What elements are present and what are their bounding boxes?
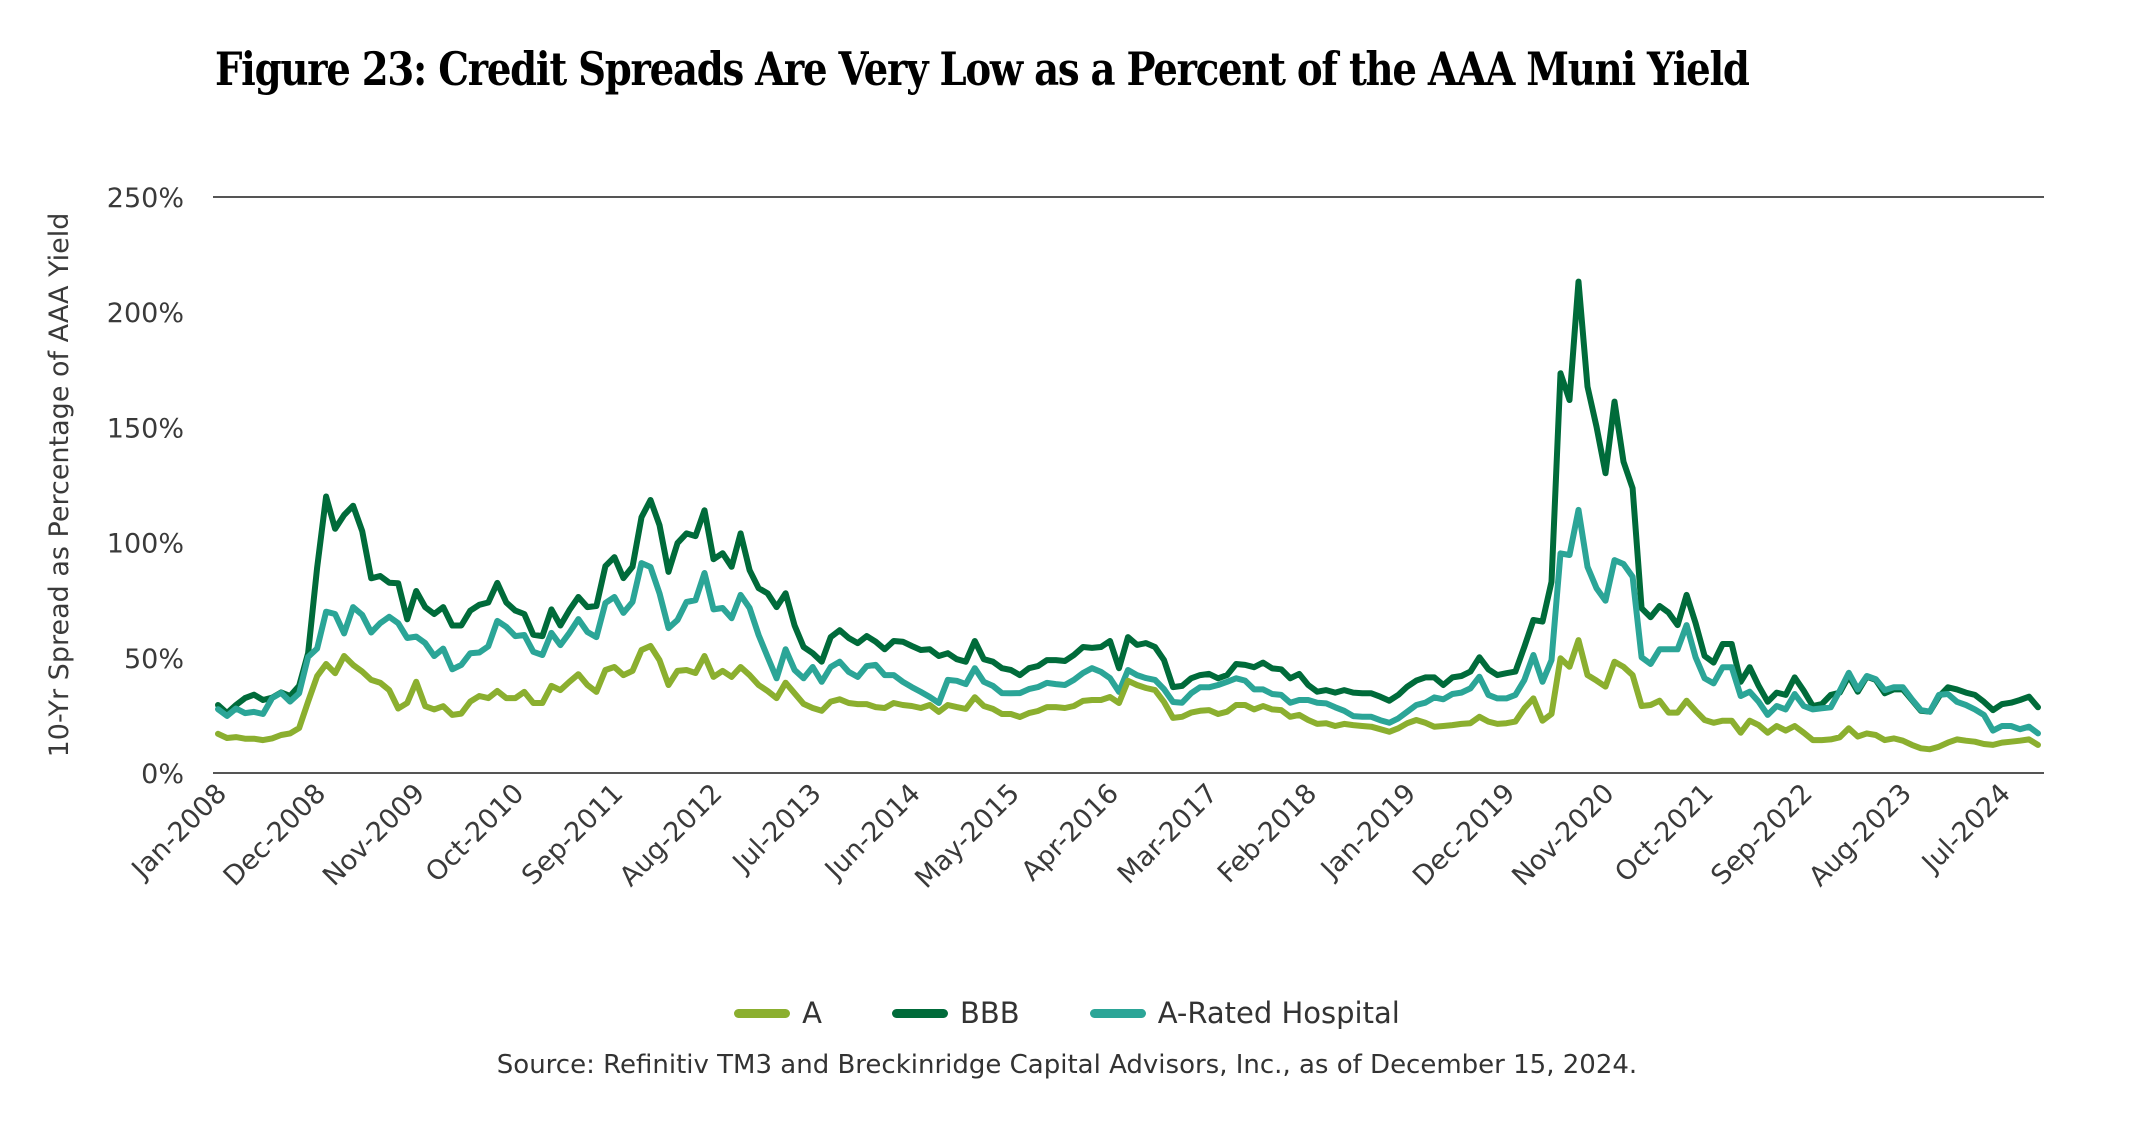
x-tick-label: Aug-2023 bbox=[1803, 778, 1918, 893]
x-tick-label: Jan-2019 bbox=[1314, 778, 1422, 886]
legend-label-hospital: A-Rated Hospital bbox=[1157, 996, 1400, 1030]
x-tick-label: Oct-2010 bbox=[420, 778, 530, 888]
y-tick-label: 50% bbox=[124, 644, 184, 675]
legend-label-bbb: BBB bbox=[960, 996, 1020, 1030]
legend-label-a: A bbox=[802, 996, 823, 1030]
x-tick-label: Jul-2013 bbox=[726, 778, 828, 880]
x-tick-label: Dec-2019 bbox=[1407, 778, 1521, 892]
x-tick-label: Oct-2021 bbox=[1609, 778, 1719, 888]
chart-title: Figure 23: Credit Spreads Are Very Low a… bbox=[215, 42, 1750, 96]
x-tick-label: May-2015 bbox=[909, 778, 1026, 895]
gridlines bbox=[213, 196, 2044, 774]
x-tick-label: Jan-2008 bbox=[125, 778, 233, 886]
series-line-a-rated-hospital bbox=[215, 506, 2041, 737]
y-tick-label: 200% bbox=[107, 298, 184, 329]
series-line-a bbox=[215, 637, 2041, 753]
x-tick-label: Aug-2012 bbox=[614, 778, 729, 893]
x-tick-label: Jul-2024 bbox=[1915, 778, 2017, 880]
series-lines bbox=[215, 278, 2041, 753]
y-tick-label: 250% bbox=[107, 183, 184, 214]
y-axis-ticks: 0% 50% 100% 150% 200% 250% bbox=[107, 183, 184, 790]
legend-item-hospital: A-Rated Hospital bbox=[1089, 996, 1400, 1030]
y-axis-title: 10-Yr Spread as Percentage of AAA Yield bbox=[44, 213, 75, 758]
legend-item-bbb: BBB bbox=[892, 996, 1020, 1030]
legend-item-a: A bbox=[734, 996, 822, 1030]
x-tick-label: Sep-2011 bbox=[516, 778, 629, 891]
legend: A BBB A-Rated Hospital bbox=[0, 996, 2134, 1030]
x-tick-label: Apr-2016 bbox=[1016, 778, 1125, 887]
x-tick-label: Mar-2017 bbox=[1112, 778, 1224, 890]
source-note: Source: Refinitiv TM3 and Breckinridge C… bbox=[496, 1050, 1638, 1080]
x-tick-label: Nov-2020 bbox=[1506, 778, 1620, 892]
y-tick-label: 0% bbox=[141, 759, 184, 790]
legend-swatch-hospital bbox=[1089, 1008, 1146, 1018]
x-tick-label: Sep-2022 bbox=[1705, 778, 1818, 891]
legend-swatch-bbb bbox=[892, 1008, 949, 1018]
series-line-bbb bbox=[215, 278, 2041, 717]
y-tick-label: 150% bbox=[107, 413, 184, 444]
x-tick-label: Dec-2008 bbox=[218, 778, 332, 892]
y-tick-label: 100% bbox=[107, 529, 184, 560]
x-tick-label: Feb-2018 bbox=[1212, 778, 1323, 889]
x-axis-ticks: Jan-2008Dec-2008Nov-2009Oct-2010Sep-2011… bbox=[125, 778, 2017, 895]
legend-swatch-a bbox=[734, 1008, 791, 1018]
x-tick-label: Nov-2009 bbox=[317, 778, 431, 892]
